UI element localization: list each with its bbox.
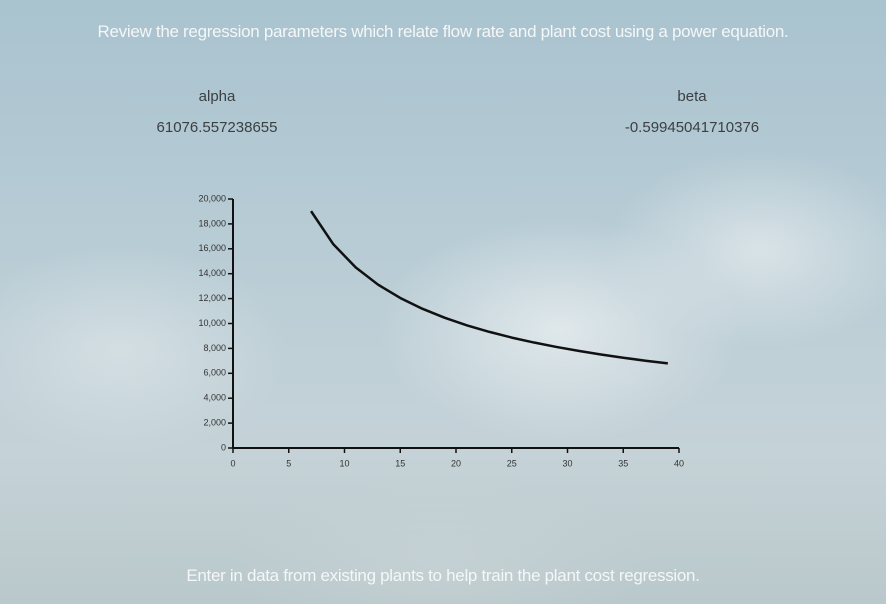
y-tick-label: 12,000	[198, 293, 226, 303]
y-tick-label: 10,000	[198, 318, 226, 328]
y-tick-label: 18,000	[198, 218, 226, 228]
x-tick-label: 0	[230, 458, 235, 468]
y-tick-label: 14,000	[198, 268, 226, 278]
y-tick-label: 16,000	[198, 243, 226, 253]
regression-curve	[311, 211, 668, 363]
x-tick-label: 30	[562, 458, 572, 468]
footer-text: Enter in data from existing plants to he…	[0, 566, 886, 586]
y-tick-label: 8,000	[203, 343, 226, 353]
chart: 0 2,000 4,000 6,000 8,000 10,000 12,000 14,000 1…	[0, 0, 886, 604]
x-tick-label: 20	[451, 458, 461, 468]
x-tick-label: 10	[339, 458, 349, 468]
y-tick-label: 4,000	[203, 393, 226, 403]
x-tick-label: 5	[286, 458, 291, 468]
y-tick-label: 2,000	[203, 417, 226, 427]
y-tick-label: 6,000	[203, 368, 226, 378]
y-tick-label: 20,000	[198, 193, 226, 203]
x-tick-label: 35	[618, 458, 628, 468]
x-tick-label: 25	[507, 458, 517, 468]
y-tick-label: 0	[221, 442, 226, 452]
x-tick-label: 15	[395, 458, 405, 468]
page: Review the regression parameters which r…	[0, 0, 886, 604]
x-tick-label: 40	[674, 458, 684, 468]
